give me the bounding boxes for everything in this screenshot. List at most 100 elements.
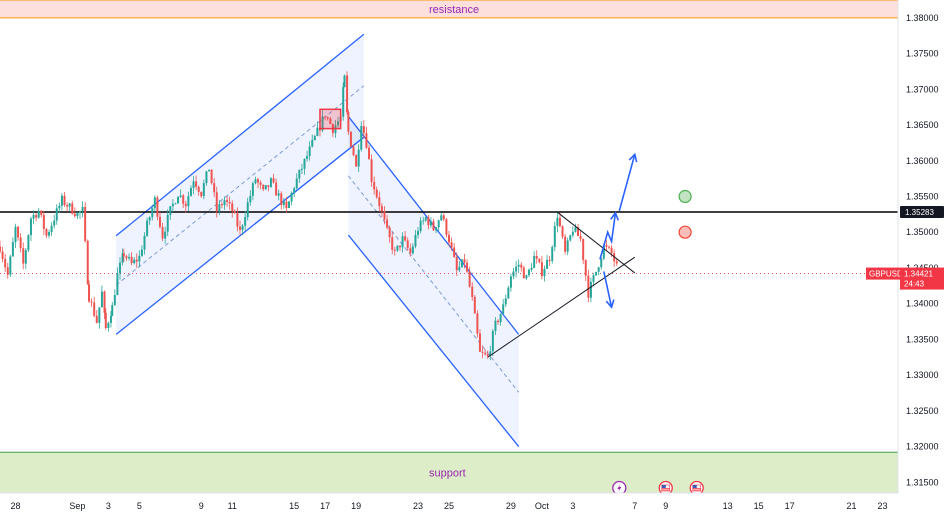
- candle: [42, 210, 45, 235]
- candle: [561, 225, 564, 239]
- candle-body: [218, 204, 221, 212]
- candle-body: [148, 217, 151, 221]
- candle-body: [355, 155, 358, 167]
- candle: [277, 189, 280, 201]
- price-tick-label: 1.36500: [906, 120, 939, 130]
- candle: [373, 176, 376, 195]
- candle-body: [360, 126, 363, 150]
- time-tick-label: 9: [199, 501, 204, 511]
- candle: [370, 154, 373, 187]
- candle: [566, 237, 569, 256]
- candle-body: [370, 159, 373, 182]
- candle: [215, 186, 218, 218]
- candle-body: [509, 276, 512, 288]
- candle-body: [321, 116, 324, 131]
- candle: [504, 294, 507, 308]
- candle: [179, 189, 182, 199]
- projection-arrow-up: [618, 154, 636, 211]
- candle-body: [210, 169, 213, 184]
- candle-body: [398, 245, 401, 248]
- candle: [553, 221, 556, 252]
- candle-body: [290, 192, 293, 202]
- candle-body: [107, 322, 110, 329]
- candle-body: [414, 234, 417, 247]
- candle-body: [4, 258, 7, 268]
- candle-body: [73, 213, 76, 217]
- candle-body: [251, 183, 254, 196]
- candle: [398, 245, 401, 251]
- candle-body: [231, 203, 234, 212]
- candle-body: [463, 259, 466, 263]
- candle: [93, 296, 96, 318]
- price-tick-label: 1.37500: [906, 49, 939, 59]
- candle: [313, 134, 316, 141]
- price-axis[interactable]: 1.38000 1.37500 1.37000 1.36500 1.36000 1.355…: [897, 0, 947, 516]
- candle: [174, 202, 177, 205]
- candle-body: [574, 227, 577, 232]
- candle: [507, 285, 510, 299]
- candle-body: [484, 352, 487, 355]
- candle-body: [37, 210, 40, 218]
- time-tick-label: Sep: [69, 501, 85, 511]
- candle: [241, 224, 244, 235]
- candle-body: [143, 235, 146, 250]
- candle-body: [171, 203, 174, 207]
- time-tick-label: 23: [878, 501, 888, 511]
- candle: [60, 193, 63, 211]
- candle: [422, 216, 425, 225]
- candle-body: [515, 266, 518, 272]
- candle-body: [50, 225, 53, 232]
- candle: [564, 233, 567, 255]
- candle: [55, 204, 58, 225]
- candle: [280, 191, 283, 210]
- candle-body: [275, 182, 278, 196]
- candle-body: [558, 217, 561, 227]
- candle: [88, 280, 91, 303]
- candle: [502, 299, 505, 315]
- candle-body: [427, 217, 430, 226]
- candle: [476, 310, 479, 338]
- candle-body: [29, 218, 32, 236]
- candle-body: [357, 149, 360, 167]
- candle: [478, 329, 481, 353]
- candle: [404, 231, 407, 242]
- candle: [228, 196, 231, 210]
- candle: [497, 319, 500, 326]
- event-us-flag-icon: [658, 480, 673, 496]
- candle-body: [337, 121, 340, 126]
- candle: [200, 191, 203, 198]
- candle: [577, 223, 580, 237]
- candle: [14, 223, 17, 248]
- candle: [66, 202, 69, 212]
- candle-body: [311, 140, 314, 147]
- candle-body: [538, 258, 541, 263]
- time-tick-label: 28: [10, 501, 20, 511]
- candle: [337, 116, 340, 128]
- time-tick-label: 13: [723, 501, 733, 511]
- candle-body: [288, 201, 291, 208]
- candle-body: [448, 234, 450, 243]
- candle: [205, 170, 208, 186]
- candle: [53, 214, 56, 229]
- candle: [388, 225, 391, 243]
- candle-body: [440, 215, 443, 221]
- candle-body: [522, 267, 525, 279]
- candle-body: [238, 226, 241, 230]
- triangle-lower-line: [487, 256, 636, 358]
- candle: [161, 222, 164, 242]
- candle: [558, 213, 561, 228]
- candle-body: [592, 275, 595, 282]
- candle-body: [130, 256, 133, 264]
- price-tick-label: 1.35500: [906, 191, 939, 201]
- candle: [27, 234, 30, 253]
- time-axis[interactable]: 28 Sep 3 5 9 11 15 17 19 23 25 29 Oct 3 7 9 13 15 17 21 23: [0, 492, 898, 516]
- candle: [571, 226, 574, 238]
- candle-body: [9, 256, 12, 275]
- candle: [386, 215, 389, 230]
- candle-body: [264, 185, 267, 190]
- time-tick-label: 15: [754, 501, 764, 511]
- candles-layer: [0, 71, 618, 361]
- candle: [396, 245, 399, 252]
